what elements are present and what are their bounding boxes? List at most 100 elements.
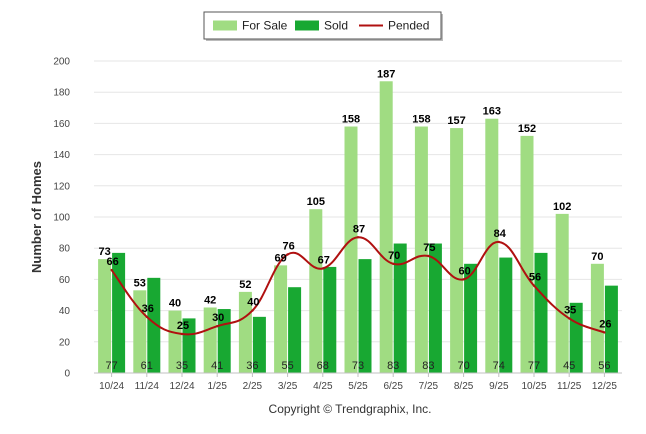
label-sold-6/25: 83 [387,360,399,372]
x-tick-label-12/25: 12/25 [592,381,617,392]
x-tick-label-12/24: 12/24 [169,381,194,392]
bar-for-sale-9/25 [485,118,499,373]
bar-for-sale-12/24 [168,310,182,373]
bar-sold-11/24 [147,277,161,373]
x-tick-label-4/25: 4/25 [313,381,333,392]
x-tick-label-10/24: 10/24 [99,381,124,392]
label-sold-7/25: 83 [422,360,434,372]
label-pended-1/25: 30 [212,312,224,324]
y-tick-label-60: 60 [59,275,71,286]
grid [94,60,622,374]
pended-point-7/25 [427,254,430,258]
pended-point-11/24 [145,315,148,319]
y-tick-label-20: 20 [59,337,71,348]
label-for-sale-6/25: 187 [377,68,395,80]
label-sold-10/25: 77 [528,360,540,372]
x-tick-label-1/25: 1/25 [207,381,227,392]
bars [98,81,618,374]
x-tick-label-10/25: 10/25 [521,381,546,392]
pended-point-9/25 [497,240,500,244]
label-for-sale-8/25: 157 [447,115,465,127]
legend-swatch-for-sale [213,20,237,31]
label-for-sale-1/25: 42 [204,294,216,306]
bar-sold-8/25 [464,263,478,373]
label-pended-11/25: 35 [564,304,576,316]
y-tick-label-140: 140 [53,150,70,161]
y-tick-label-180: 180 [53,88,70,99]
label-pended-9/25: 84 [494,228,507,240]
bar-sold-3/25 [288,287,302,373]
bar-for-sale-10/25 [520,135,534,373]
pended-point-5/25 [356,236,360,239]
label-for-sale-12/25: 70 [591,251,603,263]
pended-point-10/25 [532,284,536,287]
label-for-sale-10/24: 73 [98,246,110,258]
bar-for-sale-1/25 [203,307,217,373]
legend-swatch-sold [295,20,319,31]
pended-point-4/25 [321,267,324,270]
label-for-sale-11/25: 102 [553,201,571,213]
legend-label-for-sale: For Sale [242,19,288,33]
label-sold-12/25: 56 [598,360,610,372]
y-tick-label-100: 100 [53,213,70,224]
x-tick-label-2/25: 2/25 [243,381,263,392]
bar-sold-10/25 [534,252,548,373]
legend-label-sold: Sold [324,19,348,33]
y-axis-label: Number of Homes [29,161,44,273]
label-pended-12/25: 26 [599,318,611,330]
label-for-sale-5/25: 158 [342,114,360,126]
label-sold-2/25: 36 [246,360,258,372]
pended-point-12/25 [603,331,606,334]
label-sold-5/25: 73 [352,360,364,372]
axes: 0 20 40 60 80 100 120 140 160 180 200 10/24 11/24 12/… [53,57,622,392]
label-sold-12/24: 35 [176,360,188,372]
label-pended-6/25: 70 [388,250,400,262]
legend-label-pended: Pended [388,19,429,33]
data-labels: 7366775336614025354230415240366976551056… [98,68,611,372]
bar-sold-10/24 [112,252,126,373]
bar-for-sale-10/24 [98,259,112,373]
label-for-sale-11/24: 53 [134,277,146,289]
bar-for-sale-4/25 [309,209,323,373]
pended-point-6/25 [392,262,395,265]
x-tick-label-11/24: 11/24 [135,381,160,392]
label-pended-8/25: 60 [458,265,470,277]
pended-point-8/25 [462,278,465,281]
y-tick-label-40: 40 [59,306,71,317]
label-sold-8/25: 70 [457,360,469,372]
bar-sold-5/25 [358,259,372,373]
label-pended-12/24: 25 [177,320,189,332]
bar-for-sale-6/25 [379,81,393,373]
y-tick-label-0: 0 [64,369,70,380]
legend-box [203,11,442,40]
bar-for-sale-11/25 [555,213,569,373]
bar-sold-6/25 [393,243,407,373]
label-pended-10/25: 56 [529,272,541,284]
bar-for-sale-12/25 [590,263,604,373]
x-tick-label-9/25: 9/25 [489,381,509,392]
bar-sold-4/25 [323,266,337,373]
label-pended-11/24: 36 [142,303,154,315]
label-for-sale-12/24: 40 [169,298,181,310]
legend: For Sale Sold Pended [203,11,443,41]
pended-point-2/25 [251,309,254,312]
label-pended-7/25: 75 [423,242,435,254]
bar-sold-12/25 [604,285,618,373]
bar-sold-2/25 [252,316,266,373]
bar-for-sale-5/25 [344,126,358,374]
label-sold-11/25: 45 [563,360,575,372]
x-tick-label-6/25: 6/25 [383,381,403,392]
label-pended-4/25: 67 [318,254,330,266]
y-tick-label-160: 160 [53,119,70,130]
bar-for-sale-3/25 [274,265,288,373]
label-pended-10/24: 66 [106,256,118,268]
x-tick-label-7/25: 7/25 [419,381,439,392]
bar-for-sale-8/25 [450,128,464,373]
label-for-sale-7/25: 158 [412,114,430,126]
pended-point-1/25 [216,325,219,328]
pended-point-10/24 [110,268,113,272]
bar-sold-12/24 [182,318,196,373]
copyright-text: Copyright © Trendgraphix, Inc. [269,402,432,416]
